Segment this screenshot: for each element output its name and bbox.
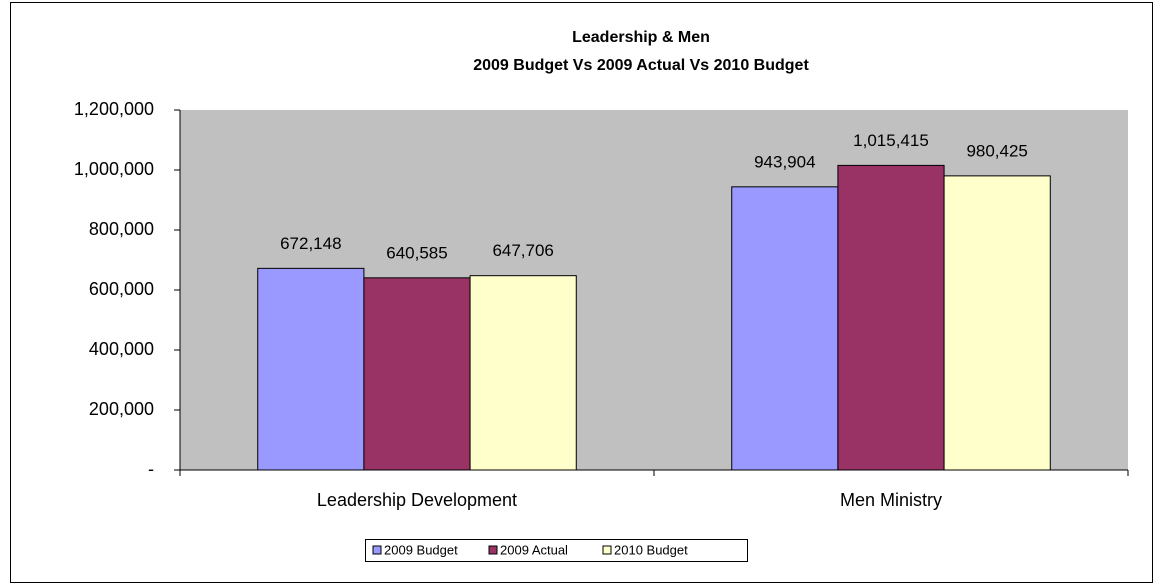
- y-tick-label: 1,000,000: [74, 159, 154, 179]
- y-tick-label: 600,000: [89, 279, 154, 299]
- x-tick-label: Leadership Development: [317, 490, 517, 510]
- legend-label: 2009 Actual: [500, 542, 568, 557]
- legend-label: 2009 Budget: [384, 542, 458, 557]
- data-label: 943,904: [754, 152, 815, 171]
- bar: [469, 275, 577, 471]
- y-tick-label: 800,000: [89, 219, 154, 239]
- y-tick-label: 400,000: [89, 339, 154, 359]
- data-label: 980,425: [966, 141, 1027, 160]
- y-tick-label: 200,000: [89, 399, 154, 419]
- legend-box: [365, 539, 748, 562]
- chart-title: Leadership & Men: [572, 29, 710, 46]
- legend-swatch: [372, 545, 382, 555]
- bar: [943, 175, 1051, 471]
- legend-swatch: [488, 545, 498, 555]
- data-label: 647,706: [492, 241, 553, 260]
- bar: [257, 267, 365, 471]
- chart-subtitle: 2009 Budget Vs 2009 Actual Vs 2010 Budge…: [473, 57, 809, 74]
- data-label: 640,585: [386, 243, 447, 262]
- x-tick-label: Men Ministry: [840, 490, 942, 510]
- data-label: 1,015,415: [853, 131, 929, 150]
- legend-label: 2010 Budget: [614, 542, 688, 557]
- bar: [837, 164, 945, 471]
- y-tick-label: -: [148, 459, 154, 479]
- legend-swatch: [602, 545, 612, 555]
- data-label: 672,148: [280, 234, 341, 253]
- y-tick-label: 1,200,000: [74, 99, 154, 119]
- bar: [731, 186, 839, 471]
- bar: [363, 277, 471, 471]
